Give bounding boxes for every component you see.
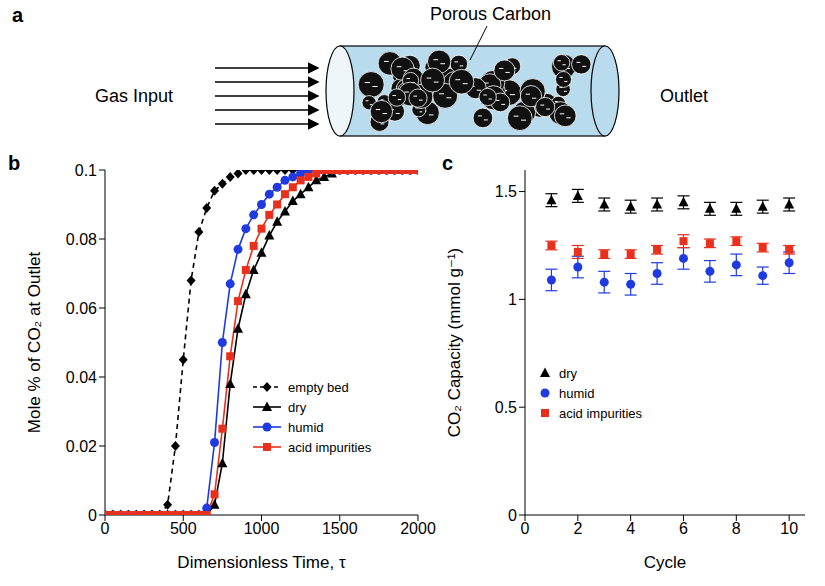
svg-text:1: 1	[508, 291, 517, 308]
svg-text:Outlet: Outlet	[660, 86, 708, 106]
svg-text:8: 8	[732, 520, 741, 537]
html-text:acid impurities: acid impurities	[288, 439, 372, 455]
svg-text:a: a	[12, 4, 24, 26]
svg-text:Dimensionless Time, τ: Dimensionless Time, τ	[177, 553, 346, 572]
svg-text:0.08: 0.08	[66, 231, 97, 248]
html-text:acid impurities: acid impurities	[559, 405, 643, 421]
svg-text:0: 0	[521, 520, 530, 537]
svg-text:0.06: 0.06	[66, 300, 97, 317]
svg-text:0: 0	[88, 507, 97, 524]
svg-text:6: 6	[679, 520, 688, 537]
svg-text:0: 0	[508, 507, 517, 524]
html-text:dry: dry	[559, 365, 578, 381]
svg-text:Cycle: Cycle	[644, 553, 687, 572]
svg-text:0.5: 0.5	[495, 399, 517, 416]
svg-text:0.02: 0.02	[66, 438, 97, 455]
svg-text:10: 10	[780, 520, 798, 537]
html-text:c: c	[442, 152, 454, 174]
svg-text:500: 500	[170, 520, 197, 537]
html-text:b: b	[8, 152, 21, 174]
svg-text:2: 2	[573, 520, 582, 537]
html-text:humid: humid	[288, 419, 324, 435]
svg-text:0: 0	[101, 520, 110, 537]
svg-text:4: 4	[626, 520, 635, 537]
svg-text:Mole % of CO₂ at Outlet: Mole % of CO₂ at Outlet	[25, 252, 44, 434]
svg-text:0.1: 0.1	[75, 162, 97, 179]
html-text:dry: dry	[288, 399, 307, 415]
svg-text:CO₂ Capacity (mmol g⁻¹): CO₂ Capacity (mmol g⁻¹)	[445, 248, 464, 437]
html-text:humid: humid	[559, 385, 595, 401]
svg-text:Gas Input: Gas Input	[95, 86, 173, 106]
svg-text:1.5: 1.5	[495, 183, 517, 200]
svg-text:1500: 1500	[322, 520, 358, 537]
svg-text:0.04: 0.04	[66, 369, 97, 386]
svg-text:2000: 2000	[400, 520, 436, 537]
svg-text:Porous Carbon: Porous Carbon	[430, 4, 551, 24]
svg-text:1000: 1000	[244, 520, 280, 537]
html-text:empty bed: empty bed	[288, 379, 349, 395]
